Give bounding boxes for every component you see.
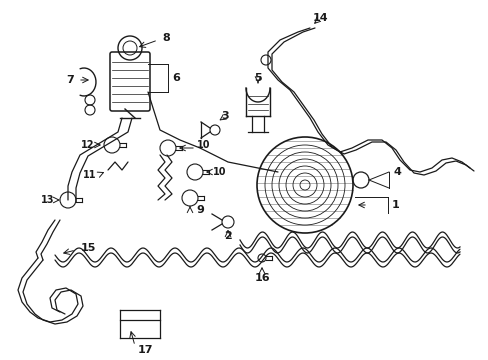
Text: 2: 2: [224, 231, 231, 241]
Text: 8: 8: [162, 33, 169, 43]
Text: 10: 10: [197, 140, 210, 150]
Text: 9: 9: [196, 205, 203, 215]
Text: 17: 17: [137, 345, 152, 355]
Text: 14: 14: [311, 13, 327, 23]
Text: 15: 15: [80, 243, 96, 253]
Text: 16: 16: [254, 273, 269, 283]
Text: 3: 3: [221, 111, 228, 121]
Text: 6: 6: [172, 73, 180, 83]
Text: 7: 7: [66, 75, 74, 85]
Text: 10: 10: [213, 167, 226, 177]
Text: 12: 12: [81, 140, 95, 150]
Text: 4: 4: [392, 167, 400, 177]
Text: 5: 5: [254, 73, 261, 83]
Text: 13: 13: [41, 195, 55, 205]
Text: 1: 1: [391, 200, 399, 210]
Text: 11: 11: [83, 170, 97, 180]
